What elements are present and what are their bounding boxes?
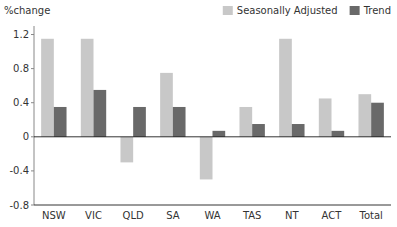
x-tick-label: Total	[358, 210, 382, 221]
bar	[319, 98, 332, 136]
x-tick-label: WA	[204, 210, 220, 221]
bar	[292, 124, 305, 137]
bar	[200, 137, 213, 180]
bar	[173, 107, 186, 137]
y-tick	[31, 136, 34, 137]
legend-swatch	[223, 6, 233, 15]
bar	[358, 94, 371, 137]
y-tick-label: 0	[23, 131, 29, 142]
legend: Seasonally Adjusted Trend	[223, 5, 391, 16]
y-axis-line	[34, 26, 35, 205]
x-tick-label: TAS	[242, 210, 262, 221]
y-tick-label: 0.8	[13, 63, 29, 74]
chart-container: -0.8 -0.4 0 0.4 0.8 1.2 NSW VIC QLD SA WA TAS NT ACT T…	[0, 0, 397, 227]
legend-item: Seasonally Adjusted	[223, 5, 338, 16]
y-tick	[31, 205, 34, 206]
legend-label: Trend	[363, 5, 391, 16]
x-tick-label: NSW	[42, 210, 66, 221]
bar	[81, 39, 94, 137]
bar	[279, 39, 292, 137]
y-axis-label: %change	[4, 5, 50, 16]
bar	[252, 124, 265, 137]
x-tick-label: QLD	[123, 210, 144, 221]
bar	[133, 107, 146, 137]
legend-swatch	[350, 6, 360, 15]
x-tick-label: NT	[285, 210, 299, 221]
bar	[239, 107, 252, 137]
bar	[54, 107, 67, 137]
y-tick-label: 1.2	[13, 29, 29, 40]
x-tick-label: VIC	[85, 210, 102, 221]
y-tick	[31, 68, 34, 69]
bar	[371, 103, 384, 137]
x-tick-label: SA	[166, 210, 180, 221]
y-tick	[31, 34, 34, 35]
chart-svg: -0.8 -0.4 0 0.4 0.8 1.2 NSW VIC QLD SA WA TAS NT ACT T…	[0, 0, 397, 227]
y-tick-label: 0.4	[13, 97, 29, 108]
bar	[213, 131, 226, 137]
bar	[120, 137, 133, 163]
bar	[94, 90, 107, 137]
bar	[160, 73, 173, 137]
bar	[332, 131, 345, 137]
y-tick	[31, 170, 34, 171]
bars	[41, 39, 384, 180]
legend-label: Seasonally Adjusted	[237, 5, 338, 16]
x-axis-line	[34, 205, 391, 206]
bar	[41, 39, 54, 137]
legend-item: Trend	[350, 5, 391, 16]
y-tick-label: -0.4	[9, 165, 29, 176]
zero-line	[34, 136, 391, 137]
x-tick-label: ACT	[322, 210, 343, 221]
y-tick-label: -0.8	[9, 200, 29, 211]
y-tick	[31, 102, 34, 103]
